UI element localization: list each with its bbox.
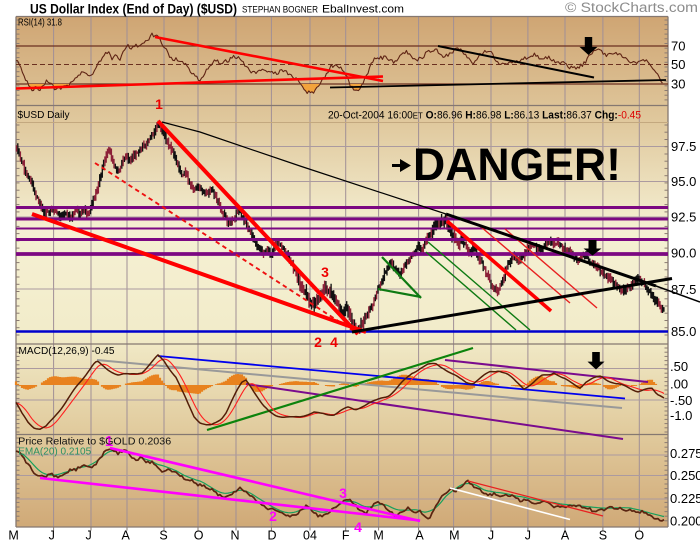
svg-text:M: M	[373, 529, 383, 543]
svg-text:O: O	[634, 529, 644, 543]
svg-text:-.50: -.50	[670, 393, 692, 408]
svg-text:A: A	[561, 529, 570, 543]
svg-text:J: J	[525, 529, 531, 543]
svg-text:MACD(12,26,9) -0.45: MACD(12,26,9) -0.45	[19, 346, 115, 357]
svg-text:F: F	[342, 529, 350, 543]
svg-text:J: J	[85, 529, 91, 543]
svg-text:DANGER!: DANGER!	[413, 139, 621, 190]
svg-text:2: 2	[314, 334, 322, 350]
svg-text:S: S	[599, 529, 607, 543]
svg-text:EbalInvest.com: EbalInvest.com	[322, 4, 404, 16]
svg-text:N: N	[230, 529, 239, 543]
svg-text:50: 50	[671, 57, 685, 72]
svg-text:87.5: 87.5	[671, 282, 696, 297]
svg-text:0.200: 0.200	[670, 514, 700, 529]
svg-text:04: 04	[303, 529, 317, 543]
svg-text:EMA(20) 0.2105: EMA(20) 0.2105	[18, 446, 91, 458]
svg-text:30: 30	[671, 77, 685, 92]
svg-text:0.250: 0.250	[670, 468, 700, 483]
svg-text:D: D	[267, 529, 276, 543]
svg-text:2: 2	[269, 508, 277, 524]
svg-text:O: O	[194, 529, 204, 543]
svg-text:3: 3	[321, 264, 329, 280]
svg-text:RSI(14) 31.8: RSI(14) 31.8	[18, 18, 62, 29]
svg-text:1: 1	[155, 96, 163, 112]
svg-text:M: M	[8, 529, 18, 543]
svg-text:4: 4	[354, 519, 362, 535]
svg-text:0.275: 0.275	[670, 446, 700, 461]
svg-text:-1.0: -1.0	[670, 408, 692, 423]
svg-text:$USD Daily: $USD Daily	[18, 110, 70, 121]
svg-text:US Dollar Index (End of Day) (: US Dollar Index (End of Day) ($USD)	[30, 1, 237, 17]
svg-text:95.0: 95.0	[671, 174, 696, 189]
svg-text:J: J	[49, 529, 55, 543]
svg-text:20-Oct-2004 16:00ET O:86.96 H:: 20-Oct-2004 16:00ET O:86.96 H:86.98 L:86…	[328, 110, 641, 122]
svg-text:Price Relative to $GOLD 0.203: Price Relative to $GOLD 0.2036	[18, 436, 171, 448]
svg-text:85.0: 85.0	[671, 324, 696, 339]
svg-text:M: M	[449, 529, 459, 543]
svg-text:1: 1	[105, 433, 113, 450]
svg-text:4: 4	[330, 334, 338, 350]
svg-text:A: A	[122, 529, 131, 543]
svg-text:3: 3	[339, 485, 347, 501]
svg-text:STEPHAN BOGNER: STEPHAN BOGNER	[242, 5, 318, 16]
svg-text:92.5: 92.5	[671, 210, 696, 225]
svg-text:.50: .50	[670, 359, 688, 374]
svg-text:97.5: 97.5	[671, 139, 696, 154]
svg-text:.00: .00	[670, 377, 688, 392]
svg-text:0.225: 0.225	[670, 491, 700, 506]
svg-text:J: J	[488, 529, 494, 543]
svg-text:A: A	[415, 529, 424, 543]
svg-text:© StockCharts.com: © StockCharts.com	[565, 0, 698, 15]
svg-text:S: S	[159, 529, 167, 543]
svg-text:90.0: 90.0	[671, 246, 696, 261]
svg-text:70: 70	[671, 39, 685, 54]
